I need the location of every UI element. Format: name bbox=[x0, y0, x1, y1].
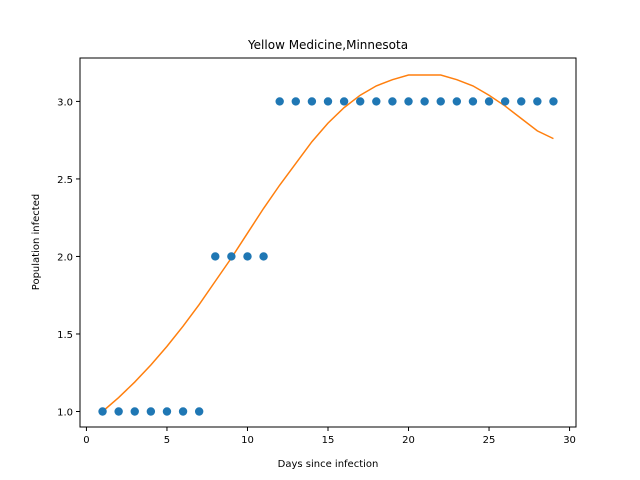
y-axis: 1.0 1.5 2.0 2.5 3.0 bbox=[57, 97, 80, 418]
plot-area bbox=[98, 74, 558, 416]
data-point bbox=[468, 97, 478, 106]
data-point bbox=[114, 407, 123, 416]
x-tick-label: 30 bbox=[563, 435, 576, 446]
y-tick-label: 3.0 bbox=[57, 97, 73, 108]
x-tick-label: 10 bbox=[241, 435, 254, 446]
data-point bbox=[339, 97, 349, 106]
data-point bbox=[452, 97, 462, 106]
data-point bbox=[307, 97, 317, 106]
data-point bbox=[194, 407, 204, 416]
data-point bbox=[162, 407, 172, 416]
data-point bbox=[436, 97, 445, 106]
data-point bbox=[500, 97, 510, 106]
data-point bbox=[372, 97, 381, 106]
y-tick-label: 1.5 bbox=[57, 330, 73, 341]
data-point bbox=[533, 97, 542, 106]
data-point bbox=[259, 252, 268, 261]
x-tick-label: 0 bbox=[83, 435, 89, 446]
x-axis: 0 5 10 15 20 25 30 bbox=[83, 427, 576, 446]
y-tick-label: 1.0 bbox=[57, 407, 73, 418]
plot-frame bbox=[79, 57, 577, 428]
x-tick-label: 25 bbox=[483, 435, 496, 446]
y-tick-label: 2.0 bbox=[57, 252, 73, 263]
data-point bbox=[388, 97, 397, 106]
data-point bbox=[356, 97, 365, 106]
data-point bbox=[323, 97, 333, 106]
data-point bbox=[130, 407, 139, 416]
data-point bbox=[420, 97, 429, 106]
data-point bbox=[291, 97, 300, 106]
y-axis-label: Population infected bbox=[31, 194, 42, 290]
y-tick-label: 2.5 bbox=[57, 175, 73, 186]
data-point bbox=[275, 97, 284, 106]
data-point bbox=[98, 407, 107, 416]
data-point bbox=[549, 97, 558, 106]
data-point bbox=[178, 407, 188, 416]
x-axis-label: Days since infection bbox=[278, 459, 379, 470]
data-point bbox=[211, 252, 220, 261]
x-tick-label: 20 bbox=[402, 435, 415, 446]
x-tick-label: 5 bbox=[164, 435, 170, 446]
x-tick-label: 15 bbox=[322, 435, 335, 446]
data-point bbox=[243, 252, 252, 261]
data-point bbox=[227, 252, 236, 261]
data-point bbox=[146, 407, 156, 416]
data-point bbox=[517, 97, 526, 106]
fit-line bbox=[102, 74, 554, 413]
data-point bbox=[484, 97, 494, 106]
chart-title: Yellow Medicine,Minnesota bbox=[247, 38, 408, 52]
data-point bbox=[404, 97, 413, 106]
